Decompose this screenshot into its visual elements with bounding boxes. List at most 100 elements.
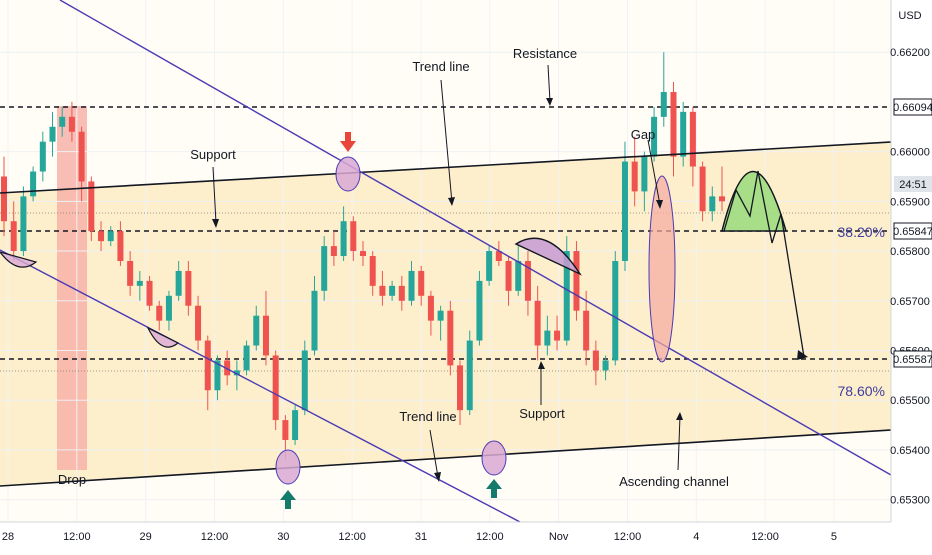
teal-up-arrow-31 — [486, 479, 502, 498]
label-ascending-channel: Ascending channel — [619, 474, 729, 489]
label-resistance: Resistance — [513, 46, 577, 61]
candle — [127, 251, 134, 296]
touch-circle-30 — [275, 449, 301, 485]
candle — [554, 315, 561, 351]
candle — [563, 236, 570, 346]
candle — [592, 340, 599, 386]
price-tag-resistance: 0.66094 — [893, 98, 932, 116]
y-tick-label: 0.66200 — [890, 47, 930, 59]
candle — [534, 285, 541, 361]
label-gap: Gap — [631, 127, 656, 142]
y-tick-label: 0.65400 — [890, 445, 930, 457]
candle — [680, 101, 687, 167]
x-tick-label: 31 — [415, 531, 427, 543]
candle — [272, 350, 279, 431]
touch-circle-31 — [481, 440, 507, 476]
time-axis[interactable] — [0, 522, 891, 550]
y-tick-label: 0.65700 — [890, 296, 930, 308]
candle — [39, 131, 46, 182]
candle — [311, 275, 318, 356]
y-tick-label: 0.66000 — [890, 147, 930, 159]
candle — [214, 355, 221, 401]
arc-29 — [146, 326, 180, 348]
candle — [49, 111, 56, 157]
candle — [224, 350, 231, 386]
candle — [156, 300, 163, 331]
candle — [651, 106, 658, 162]
candle — [59, 106, 66, 137]
channel-lower-line — [0, 429, 891, 487]
candle — [524, 251, 531, 316]
channel-pointer — [677, 415, 681, 471]
x-tick-label: 12:00 — [201, 531, 229, 543]
candles — [0, 52, 726, 460]
candle — [641, 151, 648, 212]
price-axis[interactable] — [891, 0, 932, 550]
svg-text:0.65587: 0.65587 — [893, 354, 932, 366]
candle — [175, 261, 182, 301]
trend-line-pointer-top — [440, 79, 453, 204]
candle — [10, 201, 17, 261]
projection-arrowhead — [797, 350, 808, 360]
candle — [466, 330, 473, 416]
candle — [243, 340, 250, 376]
candle — [505, 256, 512, 306]
candle — [68, 101, 75, 142]
candle — [233, 360, 240, 391]
channel-upper-line — [0, 141, 891, 194]
candle — [359, 241, 367, 266]
label-support-top: Support — [190, 147, 236, 162]
red-down-arrow — [340, 132, 356, 152]
candle — [408, 261, 415, 306]
x-tick-label: 29 — [140, 531, 152, 543]
y-tick-label: 0.65500 — [890, 395, 930, 407]
candle — [486, 246, 493, 286]
fib-786-label: 78.60% — [838, 383, 885, 399]
x-axis-ticks: 28 12:00 29 12:00 30 12:00 31 12:00 Nov 12:00 4 12:… — [2, 531, 837, 543]
candle — [709, 186, 716, 222]
y-tick-label: 0.65300 — [890, 495, 930, 507]
label-trend-line-bottom: Trend line — [399, 409, 456, 424]
candle — [495, 241, 502, 266]
candle — [689, 106, 696, 187]
y-tick-label: 0.65800 — [890, 246, 930, 258]
candle — [699, 161, 706, 222]
svg-text:0.66094: 0.66094 — [893, 102, 932, 114]
candle — [447, 300, 454, 376]
candle — [389, 280, 396, 301]
x-tick-label: 28 — [2, 531, 14, 543]
candle — [20, 186, 27, 257]
touch-circle-top — [335, 156, 361, 192]
candle — [350, 216, 357, 261]
svg-text:24:51: 24:51 — [899, 179, 927, 191]
gap-ellipse — [648, 175, 676, 363]
candle — [718, 166, 726, 212]
candle — [621, 141, 628, 271]
currency-label: USD — [898, 10, 921, 22]
projection-path — [723, 170, 805, 358]
candle — [195, 295, 202, 351]
x-tick-label: 30 — [277, 531, 289, 543]
x-tick-label: 12:00 — [338, 531, 366, 543]
label-trend-line-top: Trend line — [412, 59, 469, 74]
arc-nov — [514, 237, 582, 276]
x-tick-label: 12:00 — [751, 531, 779, 543]
candle — [136, 270, 143, 301]
x-tick-label: 12:00 — [63, 531, 91, 543]
candle — [292, 405, 299, 445]
trend-line-upper — [59, 0, 891, 476]
price-tag-78: 0.65587 — [893, 350, 932, 368]
label-support-bottom: Support — [519, 406, 565, 421]
candle — [670, 82, 677, 177]
trend-line-lower — [0, 249, 521, 522]
candle — [0, 156, 8, 237]
candle — [301, 340, 308, 416]
resistance-pointer — [547, 64, 551, 103]
candle — [379, 270, 386, 306]
x-tick-label: 12:00 — [614, 531, 642, 543]
candle — [340, 206, 347, 261]
x-tick-label: 12:00 — [476, 531, 504, 543]
candle — [602, 355, 609, 381]
candle — [204, 335, 211, 411]
